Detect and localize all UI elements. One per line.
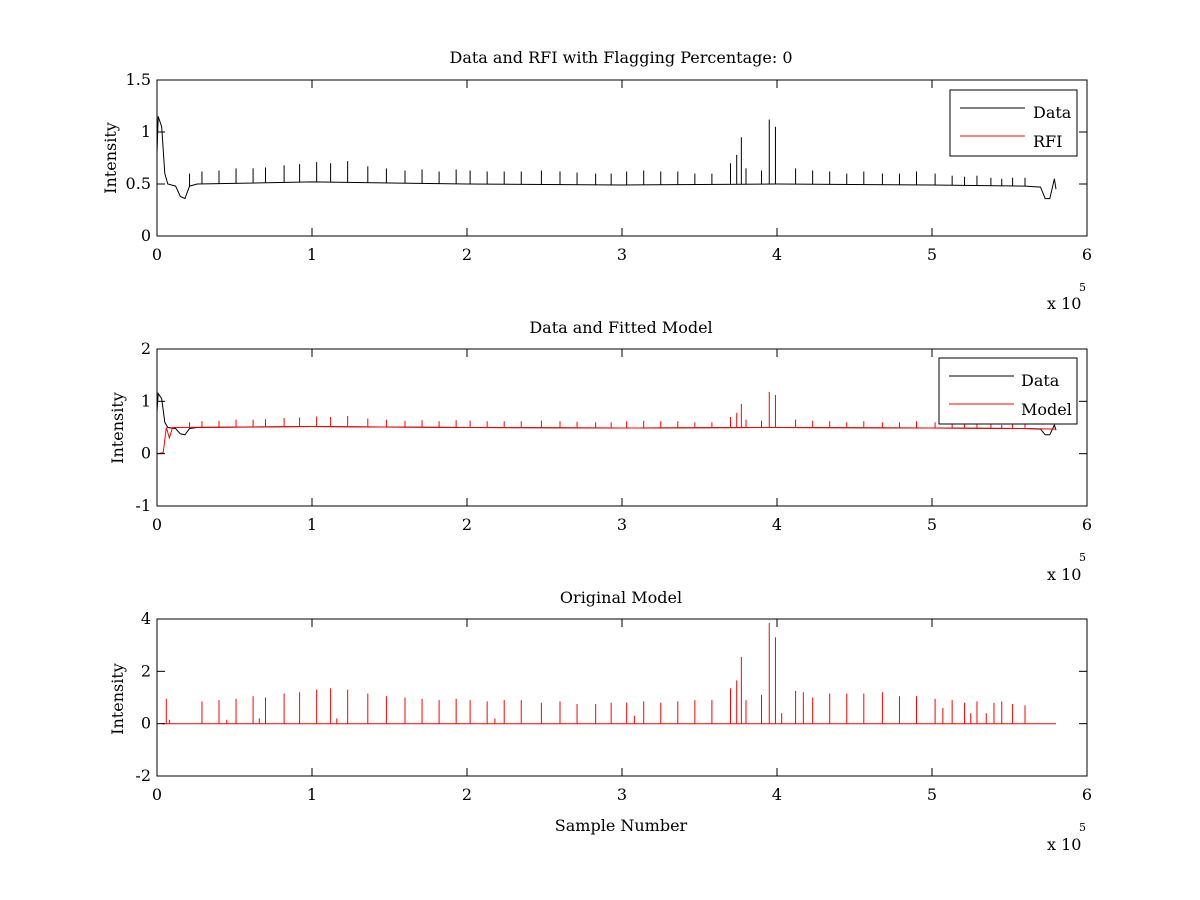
panel-2-ytick-label: 0: [141, 444, 151, 463]
panel-2-ytick-label: 1: [141, 391, 151, 410]
panel-1-ytick-label: 0: [141, 226, 151, 245]
panel-1-legend-label-rfi: RFI: [1033, 132, 1062, 151]
panel-1-legend-label-data: Data: [1033, 103, 1072, 122]
panel-1-xtick-label: 0: [152, 245, 162, 264]
panel-2-ytick-label: -1: [135, 496, 151, 515]
panel-1-title: Data and RFI with Flagging Percentage: 0: [449, 48, 792, 67]
panel-3-ytick-label: 4: [141, 609, 151, 628]
panel-3-xtick-label: 5: [927, 785, 937, 804]
panel-2-ytick-label: 2: [141, 339, 151, 358]
panel-3-x-multiplier-base: x 10: [1047, 835, 1081, 854]
panel-1-xtick-label: 1: [307, 245, 317, 264]
panel-3-ylabel: Intensity: [108, 663, 127, 735]
panel-2-ylabel: Intensity: [108, 392, 127, 464]
panel-1-ytick-label: 1: [141, 122, 151, 141]
panel-2-xtick-label: 5: [927, 515, 937, 534]
panel-2-legend-box: [938, 357, 1078, 425]
panel-1-ylabel: Intensity: [101, 122, 120, 194]
panel-2-x-multiplier-exponent: 5: [1079, 551, 1086, 564]
panel-3-xtick-label: 1: [307, 785, 317, 804]
panel-2-legend-label-model: Model: [1021, 400, 1072, 419]
panel-3-ytick-label: -2: [135, 766, 151, 785]
panel-2-xtick-label: 1: [307, 515, 317, 534]
panel-2-legend: Data Model: [938, 357, 1078, 425]
panel-3-x-multiplier-exponent: 5: [1079, 821, 1086, 834]
panel-3-ytick-label: 0: [141, 714, 151, 733]
panel-1-xtick-label: 2: [462, 245, 472, 264]
panel-1-series-0-line: [156, 116, 1057, 200]
panel-2-xtick-label: 0: [152, 515, 162, 534]
panel-3-title: Original Model: [560, 588, 682, 607]
panel-3-xtick-label: 2: [462, 785, 472, 804]
panel-2-xtick-label: 2: [462, 515, 472, 534]
panel-1-xtick-label: 4: [772, 245, 782, 264]
panel-1-xtick-label: 5: [927, 245, 937, 264]
panel-1-ytick-label: 0.5: [126, 174, 151, 193]
panel-2-series-1-line: [156, 425, 1057, 455]
panel-1-x-multiplier-base: x 10: [1047, 294, 1081, 313]
panel-1-x-multiplier-exponent: 5: [1079, 281, 1086, 294]
panel-2-xtick-label: 3: [617, 515, 627, 534]
panel-2-legend-label-data: Data: [1021, 371, 1060, 390]
panel-1-x-multiplier: x 105: [1047, 281, 1086, 313]
panel-2-title: Data and Fitted Model: [529, 318, 712, 337]
panel-3-xtick-label: 6: [1082, 785, 1092, 804]
panel-3-xtick-label: 3: [617, 785, 627, 804]
panel-2: Data and Fitted Model Intensity 0 1 2 3 4 5 6 -…: [108, 318, 1092, 584]
panel-1-xtick-label: 3: [617, 245, 627, 264]
panel-3-xtick-label: 0: [152, 785, 162, 804]
panel-2-xtick-label: 4: [772, 515, 782, 534]
panel-2-x-multiplier-base: x 10: [1047, 565, 1081, 584]
panel-1-legend: Data RFI: [949, 89, 1078, 157]
panel-3-xtick-label: 4: [772, 785, 782, 804]
panel-2-xtick-label: 6: [1082, 515, 1092, 534]
panel-1: Data and RFI with Flagging Percentage: 0…: [101, 48, 1092, 313]
panel-2-x-multiplier: x 105: [1047, 551, 1086, 584]
panel-3-ytick-label: 2: [141, 661, 151, 680]
panel-3-x-multiplier: x 105: [1047, 821, 1086, 854]
panel-3-xlabel: Sample Number: [555, 816, 688, 835]
panel-1-plot-area: 0 1 2 3 4 5 6 0 0.5 1 1.5: [126, 70, 1093, 264]
panel-1-legend-box: [949, 89, 1078, 157]
panel-1-ytick-label: 1.5: [126, 70, 151, 89]
panel-1-xtick-label: 6: [1082, 245, 1092, 264]
